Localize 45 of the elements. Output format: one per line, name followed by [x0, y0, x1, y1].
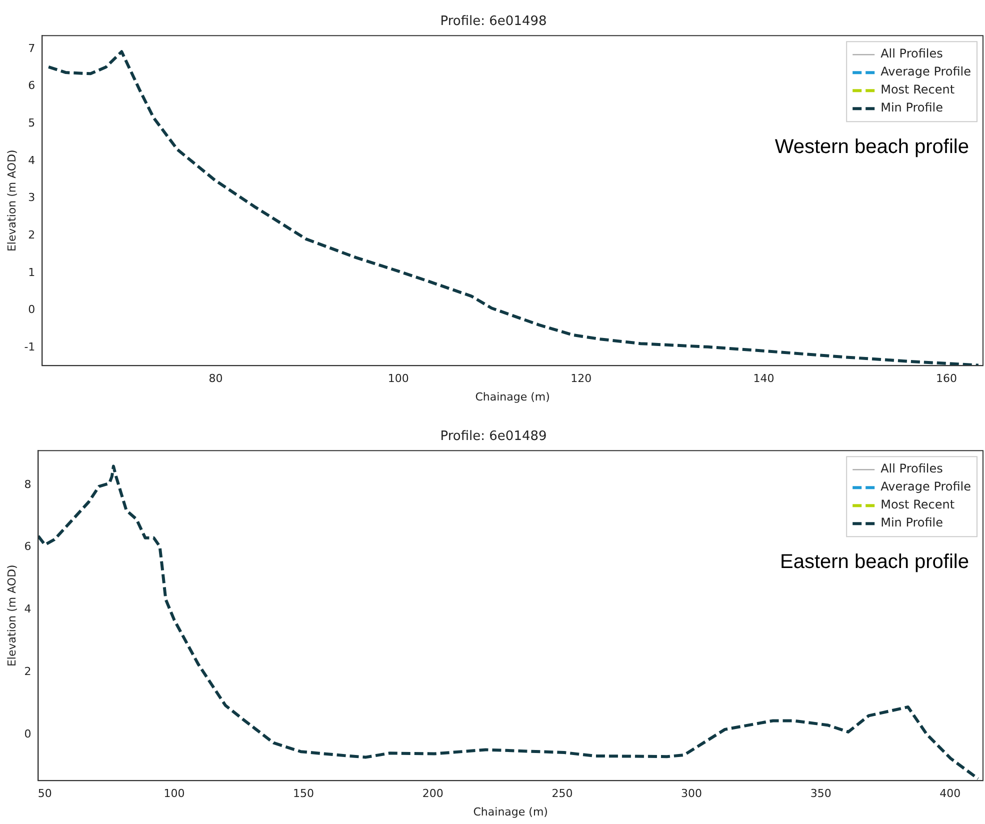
y-tick-label: 7	[28, 42, 36, 55]
x-tick-label: 80	[208, 372, 223, 386]
y-tick-label: 6	[24, 540, 32, 554]
legend-label: Average Profile	[880, 64, 971, 79]
x-tick-label: 100	[164, 787, 185, 800]
legend-label: All Profiles	[880, 46, 943, 61]
y-tick-label: 6	[28, 79, 36, 92]
x-tick-label: 50	[38, 787, 52, 800]
annotation: Western beach profile	[774, 136, 969, 158]
x-tick-label: 350	[810, 787, 832, 800]
x-tick-label: 300	[681, 787, 702, 800]
legend-label: Min Profile	[880, 516, 944, 530]
line-series	[38, 464, 980, 780]
y-tick-label: 0	[28, 303, 36, 316]
y-tick-label: 8	[24, 478, 32, 491]
x-tick-label: 250	[552, 787, 573, 800]
legend-label: All Profiles	[880, 462, 943, 476]
y-tick-label: 4	[28, 154, 36, 167]
y-tick-label: 3	[28, 191, 36, 204]
x-tick-label: 160	[936, 372, 957, 386]
line-series	[47, 50, 980, 366]
x-axis-title: Chainage (m)	[475, 390, 550, 404]
annotation: Eastern beach profile	[780, 551, 969, 574]
y-tick-label: 5	[28, 116, 36, 130]
y-tick-label: 4	[24, 602, 32, 616]
legend-label: Average Profile	[880, 480, 971, 494]
x-tick-label: 100	[388, 372, 409, 386]
x-axis-title: Chainage (m)	[473, 805, 548, 818]
y-tick-label: 2	[24, 664, 32, 678]
x-tick-label: 200	[422, 787, 444, 800]
y-tick-label: 0	[24, 727, 32, 740]
x-tick-label: 120	[570, 372, 592, 386]
x-tick-label: 150	[293, 787, 314, 800]
y-tick-label: -1	[24, 340, 36, 354]
y-tick-label: 2	[28, 228, 36, 242]
chart-title: Profile: 6e01489	[440, 429, 547, 444]
legend-label: Most Recent	[880, 498, 955, 512]
y-axis-title: Elevation (m AOD)	[5, 564, 18, 667]
y-tick-label: 1	[28, 266, 36, 279]
y-axis-title: Elevation (m AOD)	[5, 150, 18, 252]
x-tick-label: 140	[753, 372, 774, 386]
legend-label: Min Profile	[880, 100, 944, 115]
legend-label: Most Recent	[880, 82, 955, 97]
chart-title: Profile: 6e01498	[440, 14, 547, 30]
x-tick-label: 400	[940, 787, 961, 800]
